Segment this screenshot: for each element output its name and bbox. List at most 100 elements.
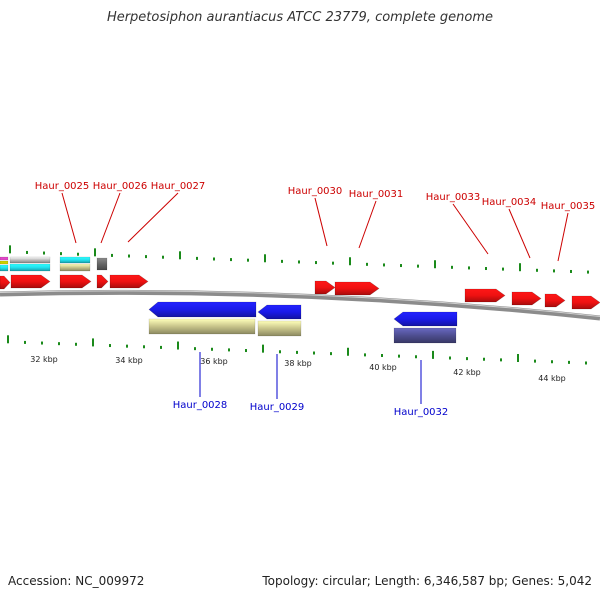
major-tick bbox=[264, 254, 266, 263]
minor-tick bbox=[485, 267, 487, 271]
minor-tick bbox=[451, 265, 453, 269]
minor-tick bbox=[502, 267, 504, 271]
minor-tick bbox=[383, 263, 385, 267]
minor-tick bbox=[128, 254, 130, 258]
misc-feature bbox=[0, 264, 9, 272]
forward-gene-label: Haur_0027 bbox=[151, 181, 206, 192]
leader-line bbox=[452, 203, 489, 255]
minor-tick bbox=[109, 344, 111, 348]
minor-tick bbox=[196, 256, 198, 260]
scale-label: 36 kbp bbox=[200, 357, 228, 366]
misc-feature bbox=[96, 257, 108, 271]
minor-tick bbox=[245, 349, 247, 353]
major-tick bbox=[349, 257, 351, 266]
minor-tick bbox=[162, 255, 164, 259]
minor-tick bbox=[41, 341, 43, 345]
khaki-feature bbox=[148, 318, 256, 335]
minor-tick bbox=[296, 350, 298, 354]
genome-summary-text: Topology: circular; Length: 6,346,587 bp… bbox=[262, 574, 592, 588]
minor-tick bbox=[281, 259, 283, 263]
major-tick bbox=[179, 251, 181, 260]
leader-line bbox=[61, 192, 77, 244]
major-tick bbox=[9, 245, 11, 254]
leader-line bbox=[127, 192, 179, 243]
gene-label-layer: 32 kbp 34 kbp 36 kbp 38 kbp 40 kbp 42 kbp 44 k… bbox=[30, 181, 595, 418]
major-tick bbox=[432, 350, 434, 359]
forward-gene bbox=[109, 274, 149, 289]
minor-tick bbox=[145, 255, 147, 259]
major-tick bbox=[347, 347, 349, 356]
khaki-feature bbox=[257, 320, 302, 337]
forward-gene bbox=[59, 274, 92, 289]
forward-gene bbox=[464, 288, 506, 303]
forward-gene bbox=[314, 280, 336, 295]
minor-tick bbox=[536, 268, 538, 272]
minor-tick bbox=[332, 261, 334, 265]
minor-tick bbox=[313, 351, 315, 355]
minor-tick bbox=[364, 353, 366, 357]
scale-label: 32 kbp bbox=[30, 355, 58, 364]
reverse-gene-label: Haur_0029 bbox=[250, 402, 305, 413]
minor-tick bbox=[194, 347, 196, 351]
accession-text: Accession: NC_009972 bbox=[8, 574, 145, 588]
minor-tick bbox=[24, 340, 26, 344]
forward-gene bbox=[571, 295, 600, 310]
leader-line bbox=[100, 192, 121, 244]
minor-tick bbox=[247, 258, 249, 262]
reverse-gene bbox=[148, 301, 257, 318]
minor-tick bbox=[534, 359, 536, 363]
forward-gene-label: Haur_0033 bbox=[426, 192, 481, 203]
scale-label: 42 kbp bbox=[453, 368, 481, 377]
misc-feature bbox=[59, 263, 91, 272]
minor-tick bbox=[111, 253, 113, 257]
minor-tick bbox=[58, 342, 60, 346]
feature-track bbox=[0, 256, 600, 344]
major-tick bbox=[177, 341, 179, 350]
minor-tick bbox=[279, 350, 281, 354]
minor-tick bbox=[211, 347, 213, 351]
forward-gene-label: Haur_0025 bbox=[35, 181, 90, 192]
forward-gene bbox=[96, 274, 109, 289]
minor-tick bbox=[468, 266, 470, 270]
major-tick bbox=[94, 248, 96, 257]
major-tick bbox=[519, 263, 521, 272]
minor-tick bbox=[330, 352, 332, 356]
leader-line bbox=[508, 208, 531, 259]
reverse-gene-label: Haur_0032 bbox=[394, 407, 449, 418]
minor-tick bbox=[553, 269, 555, 273]
reverse-gene bbox=[257, 304, 302, 320]
backbone-highlight bbox=[0, 290, 600, 317]
minor-tick bbox=[568, 360, 570, 364]
minor-tick bbox=[43, 251, 45, 255]
reverse-gene bbox=[393, 311, 458, 327]
forward-gene-label: Haur_0026 bbox=[93, 181, 148, 192]
scale-label: 40 kbp bbox=[369, 363, 397, 372]
misc-feature bbox=[9, 263, 51, 272]
slate-feature bbox=[393, 327, 457, 344]
minor-tick bbox=[143, 345, 145, 349]
misc-feature bbox=[0, 256, 9, 261]
backbone-line bbox=[0, 289, 600, 321]
minor-tick bbox=[75, 342, 77, 346]
minor-tick bbox=[77, 252, 79, 256]
minor-tick bbox=[417, 264, 419, 268]
minor-tick bbox=[298, 260, 300, 264]
minor-tick bbox=[400, 264, 402, 268]
minor-tick bbox=[160, 345, 162, 349]
minor-tick bbox=[126, 344, 128, 348]
misc-feature bbox=[0, 260, 9, 265]
forward-gene bbox=[544, 293, 566, 308]
major-tick bbox=[7, 335, 9, 344]
map-title: Herpetosiphon aurantiacus ATCC 23779, co… bbox=[106, 10, 494, 25]
minor-tick bbox=[551, 360, 553, 364]
misc-feature bbox=[9, 256, 51, 264]
scale-label: 34 kbp bbox=[115, 356, 143, 365]
forward-gene bbox=[511, 291, 542, 306]
forward-gene-label: Haur_0034 bbox=[482, 197, 537, 208]
forward-gene bbox=[334, 281, 380, 296]
minor-tick bbox=[398, 354, 400, 358]
minor-tick bbox=[228, 348, 230, 352]
upper-tick-track bbox=[9, 245, 589, 274]
minor-tick bbox=[366, 262, 368, 266]
